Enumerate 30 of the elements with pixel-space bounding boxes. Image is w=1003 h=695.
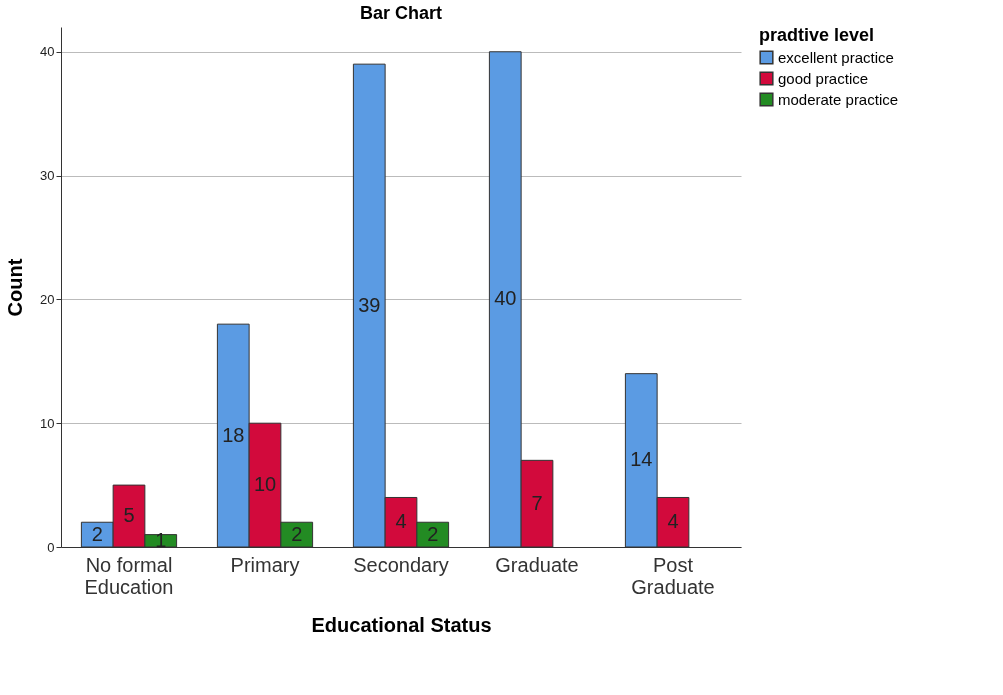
- data-label: 39: [358, 293, 381, 316]
- data-label: 18: [222, 423, 245, 446]
- legend-title: pradtive level: [759, 25, 875, 45]
- chart-title: Bar Chart: [359, 3, 443, 23]
- x-axis-title: Educational Status: [311, 613, 492, 636]
- data-label: 14: [630, 448, 653, 471]
- data-label: 1: [155, 528, 167, 551]
- data-label: 10: [253, 473, 277, 496]
- y-tick-label: 0: [47, 539, 55, 555]
- y-axis-title: Count: [4, 258, 27, 317]
- data-label: 40: [494, 287, 517, 310]
- data-label: 7: [531, 491, 543, 514]
- x-tick-label: Graduate: [495, 553, 579, 576]
- legend-label: moderate practice: [778, 90, 899, 108]
- x-tick-label: Primary: [230, 553, 300, 576]
- data-label: 5: [123, 504, 135, 527]
- y-tick-label: 30: [40, 168, 55, 184]
- y-tick-label: 40: [40, 44, 55, 60]
- data-label: 4: [395, 510, 407, 533]
- y-tick-label: 20: [40, 291, 55, 307]
- data-label: 4: [667, 510, 679, 533]
- data-label: 2: [91, 522, 103, 545]
- legend-label: excellent practice: [778, 48, 894, 66]
- x-tick-label: Post Graduate: [631, 553, 715, 598]
- data-label: 2: [427, 522, 439, 545]
- y-tick-label: 10: [40, 415, 55, 431]
- x-tick-label: No formal Education: [84, 553, 174, 598]
- data-label: 2: [291, 522, 303, 545]
- x-tick-label: Secondary: [353, 553, 449, 576]
- legend-label: good practice: [778, 69, 869, 87]
